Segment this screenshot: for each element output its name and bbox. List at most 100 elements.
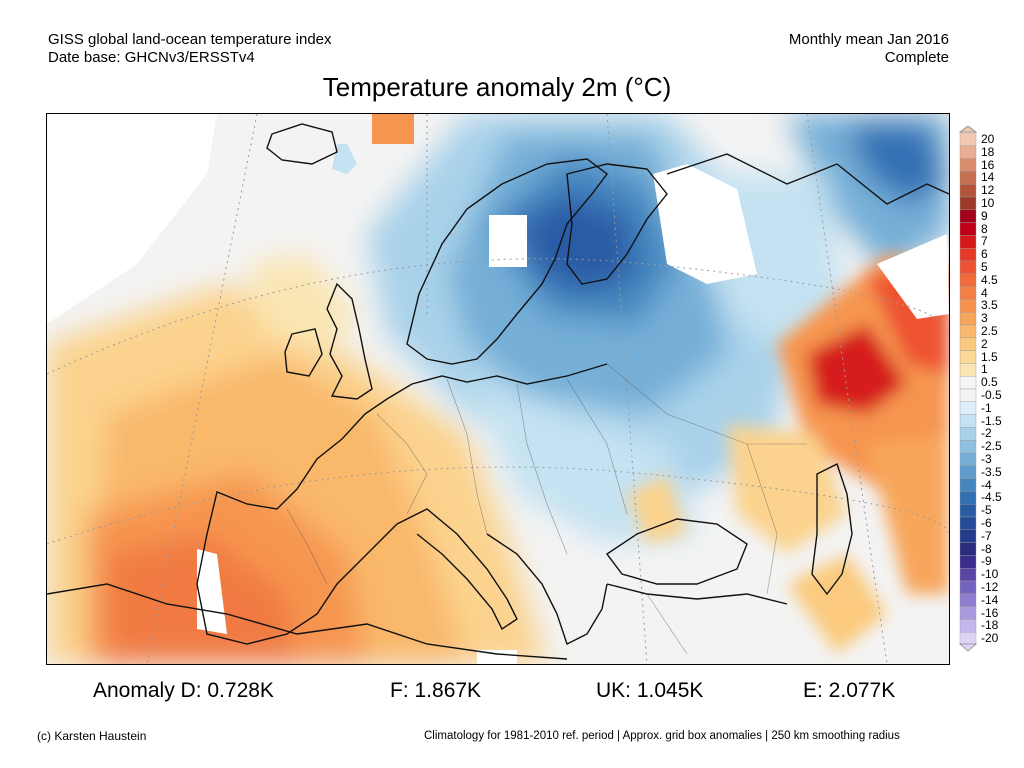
colorbar-box bbox=[959, 568, 977, 582]
colorbar-label: -4.5 bbox=[981, 490, 1002, 505]
colorbar-label: 1 bbox=[981, 362, 988, 377]
iceland-anomaly bbox=[332, 144, 357, 174]
colorbar-box bbox=[959, 286, 977, 300]
colorbar-box bbox=[959, 619, 977, 633]
colorbar-box bbox=[959, 606, 977, 620]
colorbar-label: -3.5 bbox=[981, 464, 1002, 479]
colorbar bbox=[958, 126, 978, 652]
colorbar-box bbox=[959, 324, 977, 339]
colorbar-box bbox=[959, 542, 977, 556]
colorbar-box bbox=[959, 196, 977, 211]
colorbar-label: 7 bbox=[981, 234, 988, 249]
colorbar-box bbox=[959, 427, 977, 441]
colorbar-label: -7 bbox=[981, 528, 992, 543]
warm-kazakhstan bbox=[627, 254, 949, 654]
colorbar-label: 0.5 bbox=[981, 375, 998, 390]
colorbar-box bbox=[959, 440, 977, 454]
colorbar-box bbox=[959, 401, 977, 415]
colorbar-label: 9 bbox=[981, 208, 988, 223]
colorbar-label: 6 bbox=[981, 247, 988, 262]
colorbar-label: -8 bbox=[981, 541, 992, 556]
colorbar-box bbox=[959, 273, 977, 287]
borders bbox=[286, 363, 807, 655]
colorbar-label: -16 bbox=[981, 605, 999, 620]
colorbar-box bbox=[959, 247, 977, 262]
period-info: Monthly mean Jan 2016 Complete bbox=[789, 31, 949, 67]
colorbar-box bbox=[959, 478, 977, 492]
colorbar-label: 4.5 bbox=[981, 272, 998, 287]
colorbar-label: 2.5 bbox=[981, 324, 998, 338]
colorbar-box bbox=[959, 465, 977, 479]
colorbar-box bbox=[959, 235, 977, 249]
period-line-1: Monthly mean Jan 2016 bbox=[788, 31, 949, 48]
colorbar-label: 2 bbox=[981, 336, 988, 351]
colorbar-box bbox=[959, 593, 977, 607]
colorbar-box bbox=[959, 209, 977, 223]
anomaly-map bbox=[46, 113, 950, 665]
colorbar-box bbox=[959, 491, 977, 505]
colorbar-box bbox=[959, 222, 977, 236]
colorbar-box bbox=[959, 337, 977, 351]
colorbar-label: -9 bbox=[981, 554, 992, 569]
anomaly-d: Anomaly D: 0.728K bbox=[93, 679, 274, 702]
anomaly-f: F: 1.867K bbox=[390, 679, 482, 702]
colorbar-box bbox=[959, 260, 977, 275]
colorbar-label: 20 bbox=[981, 132, 995, 146]
colorbar-label: -2 bbox=[981, 426, 992, 441]
colorbar-label: -0.5 bbox=[981, 388, 1002, 402]
colorbar-label: -1 bbox=[981, 400, 992, 415]
colorbar-box bbox=[959, 529, 977, 543]
colorbar-label: -5 bbox=[981, 503, 992, 518]
colorbar-label: -4 bbox=[981, 477, 992, 492]
no-data-atlantic bbox=[47, 114, 217, 324]
source-line-2: Date base: GHCNv3/ERSSTv4 bbox=[48, 49, 255, 66]
map-title: Temperature anomaly 2m (°C) bbox=[322, 72, 672, 102]
footnote: Climatology for 1981-2010 ref. period | … bbox=[424, 730, 900, 742]
warm-west-europe bbox=[47, 254, 547, 664]
anomaly-e: E: 2.077K bbox=[803, 679, 896, 702]
colorbar-box bbox=[959, 516, 977, 531]
colorbar-box bbox=[959, 311, 977, 326]
colorbar-label: 4 bbox=[981, 285, 988, 300]
colorbar-label: 1.5 bbox=[981, 349, 998, 364]
colorbar-label: -14 bbox=[981, 592, 999, 607]
colorbar-box bbox=[959, 184, 977, 198]
credit: (c) Karsten Haustein bbox=[37, 729, 147, 743]
colorbar-label: -18 bbox=[981, 618, 999, 633]
colorbar-label: -3 bbox=[981, 452, 992, 466]
colorbar-label: 8 bbox=[981, 221, 988, 236]
colorbar-box bbox=[959, 632, 977, 646]
colorbar-box bbox=[959, 299, 977, 313]
colorbar-label: 3.5 bbox=[981, 298, 998, 313]
colorbar-box bbox=[959, 132, 977, 147]
colorbar-boxes bbox=[959, 132, 977, 646]
colorbar-box bbox=[959, 158, 977, 172]
colorbar-label: 3 bbox=[981, 311, 988, 326]
colorbar-label: -12 bbox=[981, 580, 999, 594]
colorbar-label: -2.5 bbox=[981, 439, 1002, 454]
source-line-1: GISS global land-ocean temperature index bbox=[48, 31, 332, 48]
anomaly-uk: UK: 1.045K bbox=[596, 679, 704, 702]
colorbar-label: -20 bbox=[981, 631, 999, 646]
colorbar-label: -1.5 bbox=[981, 413, 1002, 428]
colorbar-label: 16 bbox=[981, 157, 995, 172]
colorbar-label: -6 bbox=[981, 516, 992, 530]
source-info: GISS global land-ocean temperature index… bbox=[48, 31, 332, 67]
colorbar-box bbox=[959, 171, 977, 185]
greenland-sea-warm-box bbox=[372, 114, 414, 144]
colorbar-box bbox=[959, 452, 977, 467]
colorbar-top-arrow bbox=[958, 126, 978, 133]
colorbar-bottom-arrow bbox=[958, 643, 978, 652]
coastlines bbox=[47, 123, 949, 660]
colorbar-label: 18 bbox=[981, 144, 995, 159]
colorbar-box bbox=[959, 363, 977, 377]
colorbar-box bbox=[959, 504, 977, 518]
colorbar-box bbox=[959, 555, 977, 569]
colorbar-box bbox=[959, 145, 977, 159]
colorbar-box bbox=[959, 375, 977, 390]
graticule bbox=[47, 114, 949, 664]
colorbar-box bbox=[959, 414, 977, 428]
colorbar-label: 12 bbox=[981, 183, 995, 198]
colorbar-label: 10 bbox=[981, 196, 995, 210]
colorbar-box bbox=[959, 350, 977, 364]
